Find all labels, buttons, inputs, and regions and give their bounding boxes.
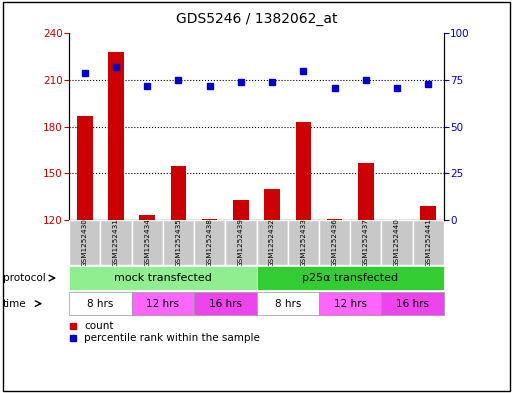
Text: GSM1252441: GSM1252441: [425, 218, 431, 267]
Text: GDS5246 / 1382062_at: GDS5246 / 1382062_at: [176, 12, 337, 26]
Bar: [381, 292, 444, 315]
Text: GSM1252436: GSM1252436: [331, 218, 338, 267]
Bar: [256, 220, 288, 265]
Bar: [77, 116, 93, 220]
Text: GSM1252432: GSM1252432: [269, 218, 275, 267]
Bar: [358, 163, 373, 220]
Bar: [225, 220, 256, 265]
Text: 12 hrs: 12 hrs: [146, 299, 180, 309]
Bar: [69, 292, 132, 315]
Text: protocol: protocol: [3, 273, 45, 283]
Bar: [194, 292, 256, 315]
Bar: [132, 220, 163, 265]
Text: GSM1252433: GSM1252433: [300, 218, 306, 267]
Bar: [69, 266, 256, 290]
Bar: [256, 266, 444, 290]
Bar: [319, 292, 381, 315]
Text: mock transfected: mock transfected: [114, 273, 212, 283]
Text: GSM1252430: GSM1252430: [82, 218, 88, 267]
Bar: [264, 189, 280, 220]
Text: time: time: [3, 299, 26, 309]
Bar: [295, 122, 311, 220]
Bar: [319, 220, 350, 265]
Text: GSM1252437: GSM1252437: [363, 218, 369, 267]
Bar: [327, 219, 342, 220]
Bar: [140, 215, 155, 220]
Text: GSM1252440: GSM1252440: [394, 218, 400, 267]
Bar: [101, 220, 132, 265]
Text: percentile rank within the sample: percentile rank within the sample: [84, 333, 260, 343]
Bar: [350, 220, 381, 265]
Text: 16 hrs: 16 hrs: [209, 299, 242, 309]
Text: 16 hrs: 16 hrs: [396, 299, 429, 309]
Text: count: count: [84, 321, 114, 331]
Text: GSM1252438: GSM1252438: [207, 218, 213, 267]
Bar: [132, 292, 194, 315]
Bar: [163, 220, 194, 265]
Bar: [256, 292, 319, 315]
Text: 8 hrs: 8 hrs: [274, 299, 301, 309]
Text: GSM1252434: GSM1252434: [144, 218, 150, 267]
Bar: [381, 220, 412, 265]
Bar: [233, 200, 249, 220]
Text: p25α transfected: p25α transfected: [302, 273, 398, 283]
Bar: [288, 220, 319, 265]
Bar: [108, 52, 124, 220]
Text: 8 hrs: 8 hrs: [87, 299, 114, 309]
Bar: [420, 206, 436, 220]
Bar: [202, 219, 218, 220]
Text: GSM1252431: GSM1252431: [113, 218, 119, 267]
Bar: [412, 220, 444, 265]
Bar: [194, 220, 225, 265]
Text: GSM1252435: GSM1252435: [175, 218, 182, 267]
Bar: [69, 220, 101, 265]
Bar: [171, 165, 186, 220]
Text: 12 hrs: 12 hrs: [333, 299, 367, 309]
Text: GSM1252439: GSM1252439: [238, 218, 244, 267]
